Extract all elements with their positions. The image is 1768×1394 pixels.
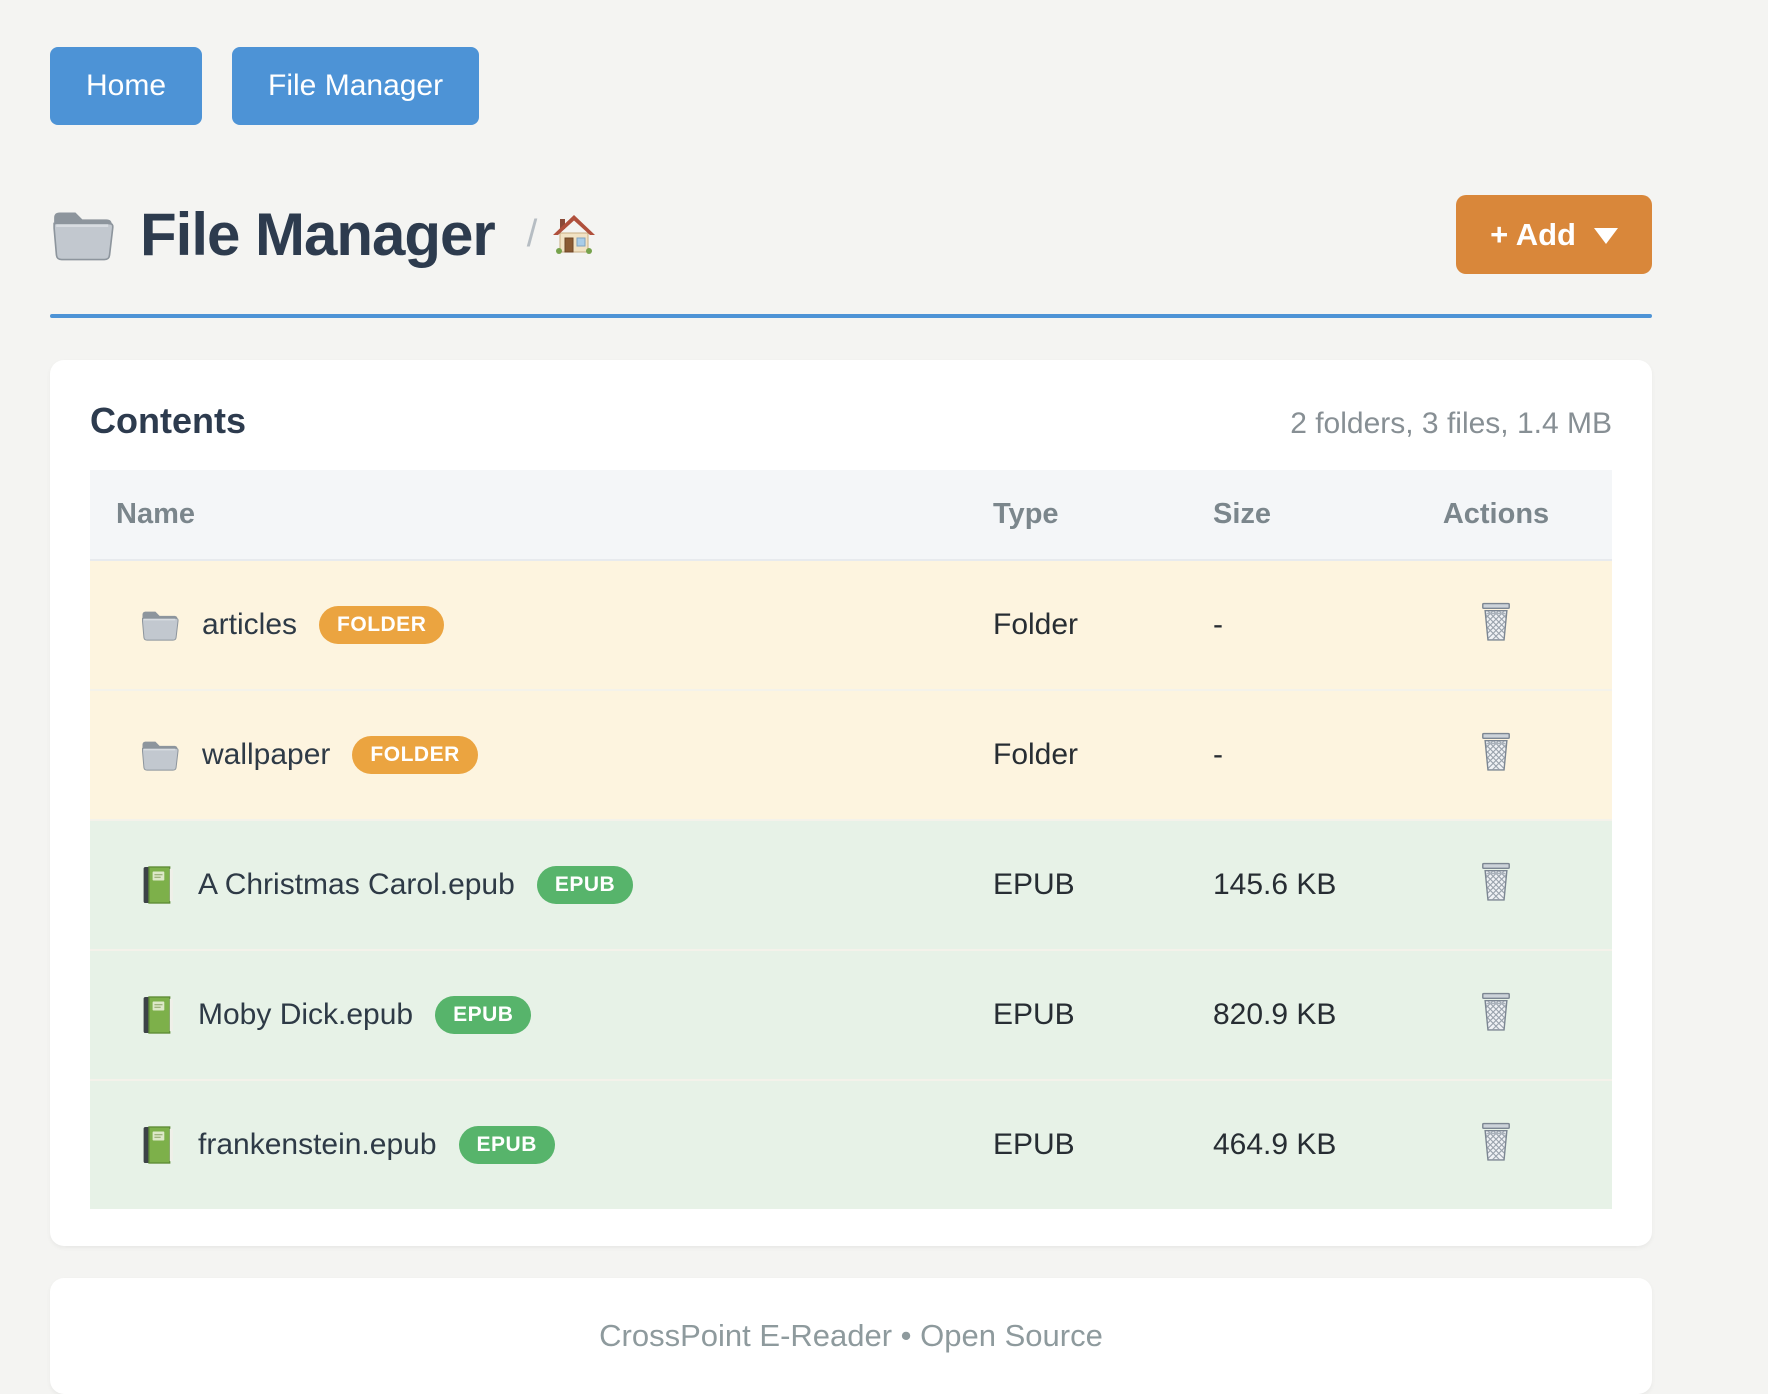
type-cell: Folder xyxy=(969,689,1189,820)
column-header-actions: Actions xyxy=(1380,470,1612,561)
table-row: A Christmas Carol.epub EPUB EPUB 145.6 K… xyxy=(90,819,1612,950)
contents-card-header: Contents 2 folders, 3 files, 1.4 MB xyxy=(90,400,1612,442)
breadcrumb-home-link[interactable] xyxy=(551,211,597,258)
folder-link[interactable]: articles xyxy=(202,608,298,641)
breadcrumb-separator: / xyxy=(526,213,538,255)
size-cell: 464.9 KB xyxy=(1189,1079,1380,1209)
file-link[interactable]: A Christmas Carol.epub xyxy=(198,868,515,901)
folder-icon xyxy=(50,207,116,262)
trash-icon xyxy=(1479,732,1513,772)
footer-card: CrossPoint E-Reader • Open Source xyxy=(50,1278,1652,1394)
nav-file-manager-button[interactable]: File Manager xyxy=(232,47,480,125)
table-header-row: Name Type Size Actions xyxy=(90,470,1612,561)
table-row: frankenstein.epub EPUB EPUB 464.9 KB xyxy=(90,1079,1612,1209)
top-nav: Home File Manager xyxy=(50,47,1652,125)
nav-home-button[interactable]: Home xyxy=(50,47,203,125)
folder-icon xyxy=(140,608,180,642)
contents-summary: 2 folders, 3 files, 1.4 MB xyxy=(1290,407,1612,440)
book-icon xyxy=(140,1125,176,1165)
column-header-name: Name xyxy=(90,470,969,561)
home-icon xyxy=(551,211,597,258)
epub-badge: EPUB xyxy=(435,996,532,1034)
add-button[interactable]: + Add xyxy=(1456,195,1652,274)
trash-icon xyxy=(1479,862,1513,902)
table-row: Moby Dick.epub EPUB EPUB 820.9 KB xyxy=(90,949,1612,1080)
book-icon xyxy=(140,995,176,1035)
caret-down-icon xyxy=(1594,228,1618,244)
type-cell: EPUB xyxy=(969,819,1189,950)
page-title: File Manager xyxy=(140,200,496,268)
size-cell: - xyxy=(1189,689,1380,820)
epub-badge: EPUB xyxy=(458,1126,555,1164)
page: Home File Manager File Manager / + Add C… xyxy=(50,47,1652,1394)
table-row: wallpaper FOLDER Folder - xyxy=(90,689,1612,820)
contents-card: Contents 2 folders, 3 files, 1.4 MB Name… xyxy=(50,360,1652,1246)
table-row: articles FOLDER Folder - xyxy=(90,560,1612,690)
trash-icon xyxy=(1479,1122,1513,1162)
delete-button[interactable] xyxy=(1473,860,1519,904)
epub-badge: EPUB xyxy=(536,866,634,904)
size-cell: - xyxy=(1189,560,1380,690)
header-divider xyxy=(50,314,1652,318)
size-cell: 145.6 KB xyxy=(1189,819,1380,950)
column-header-type: Type xyxy=(969,470,1189,561)
footer-text: CrossPoint E-Reader • Open Source xyxy=(599,1318,1103,1353)
add-button-label: + Add xyxy=(1490,217,1576,252)
type-cell: Folder xyxy=(969,560,1189,690)
trash-icon xyxy=(1479,992,1513,1032)
type-cell: EPUB xyxy=(969,1079,1189,1209)
column-header-size: Size xyxy=(1189,470,1380,561)
trash-icon xyxy=(1479,602,1513,642)
book-icon xyxy=(140,865,176,905)
page-header: File Manager / + Add xyxy=(50,195,1652,274)
contents-heading: Contents xyxy=(90,400,246,441)
folder-icon xyxy=(140,738,180,772)
files-table: Name Type Size Actions articles FOLDER xyxy=(90,470,1612,1209)
type-cell: EPUB xyxy=(969,949,1189,1080)
delete-button[interactable] xyxy=(1473,990,1519,1034)
file-link[interactable]: frankenstein.epub xyxy=(198,1128,437,1161)
delete-button[interactable] xyxy=(1473,730,1519,774)
folder-badge: FOLDER xyxy=(352,736,478,774)
delete-button[interactable] xyxy=(1473,1120,1519,1164)
folder-link[interactable]: wallpaper xyxy=(202,738,331,771)
size-cell: 820.9 KB xyxy=(1189,949,1380,1080)
delete-button[interactable] xyxy=(1473,600,1519,644)
folder-badge: FOLDER xyxy=(319,606,445,644)
file-link[interactable]: Moby Dick.epub xyxy=(198,998,414,1031)
